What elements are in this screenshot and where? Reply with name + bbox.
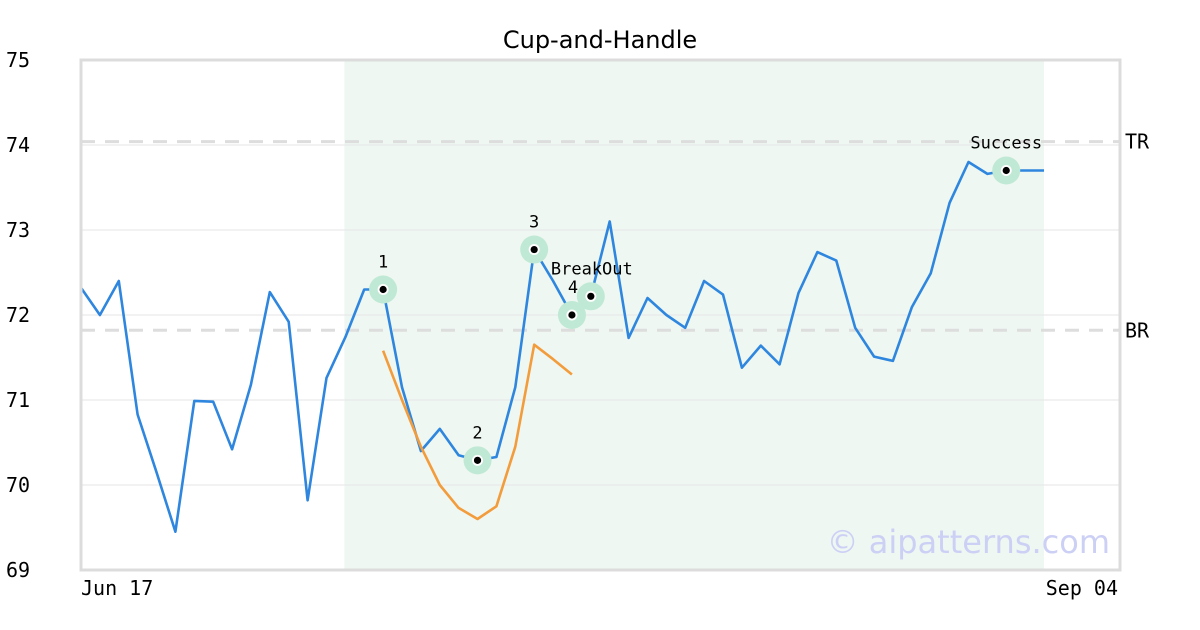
marker-dot-1 — [379, 285, 387, 294]
x-tick-start: Jun 17 — [81, 576, 153, 600]
y-tick-label-71: 71 — [6, 388, 30, 412]
ref-label-br: BR — [1125, 318, 1150, 342]
y-tick-label-73: 73 — [6, 218, 30, 242]
y-tick-label-75: 75 — [6, 48, 30, 72]
markers-layer — [369, 156, 1021, 475]
cup-fit-line — [381, 343, 573, 521]
price-line — [79, 160, 1044, 534]
annotation-2: 2 — [472, 423, 482, 443]
y-tick-label-69: 69 — [6, 558, 30, 582]
grid-layer — [81, 144, 1120, 486]
marker-dot-2 — [473, 456, 482, 464]
reference-lines-layer — [81, 140, 1120, 332]
annotation-4: 4 — [568, 278, 578, 298]
marker-dot-success — [1002, 166, 1010, 175]
y-tick-label-74: 74 — [6, 133, 30, 157]
annotation-3: 3 — [529, 213, 539, 233]
x-tick-end: Sep 04 — [1046, 576, 1118, 600]
marker-dot-4 — [568, 311, 576, 319]
marker-dot-breakout — [587, 292, 595, 300]
watermark: © aipatterns.com — [827, 523, 1110, 561]
y-tick-label-70: 70 — [6, 473, 30, 497]
y-tick-label-72: 72 — [6, 303, 30, 327]
plot-frame — [79, 58, 1122, 572]
annotation-breakout: BreakOut — [551, 259, 633, 279]
marker-dot-3 — [530, 245, 538, 254]
series-layer — [79, 160, 1044, 534]
chart-title: Cup-and-Handle — [503, 26, 697, 54]
annotation-success: Success — [970, 134, 1042, 154]
ref-label-tr: TR — [1125, 130, 1150, 154]
annotation-1: 1 — [378, 253, 388, 273]
